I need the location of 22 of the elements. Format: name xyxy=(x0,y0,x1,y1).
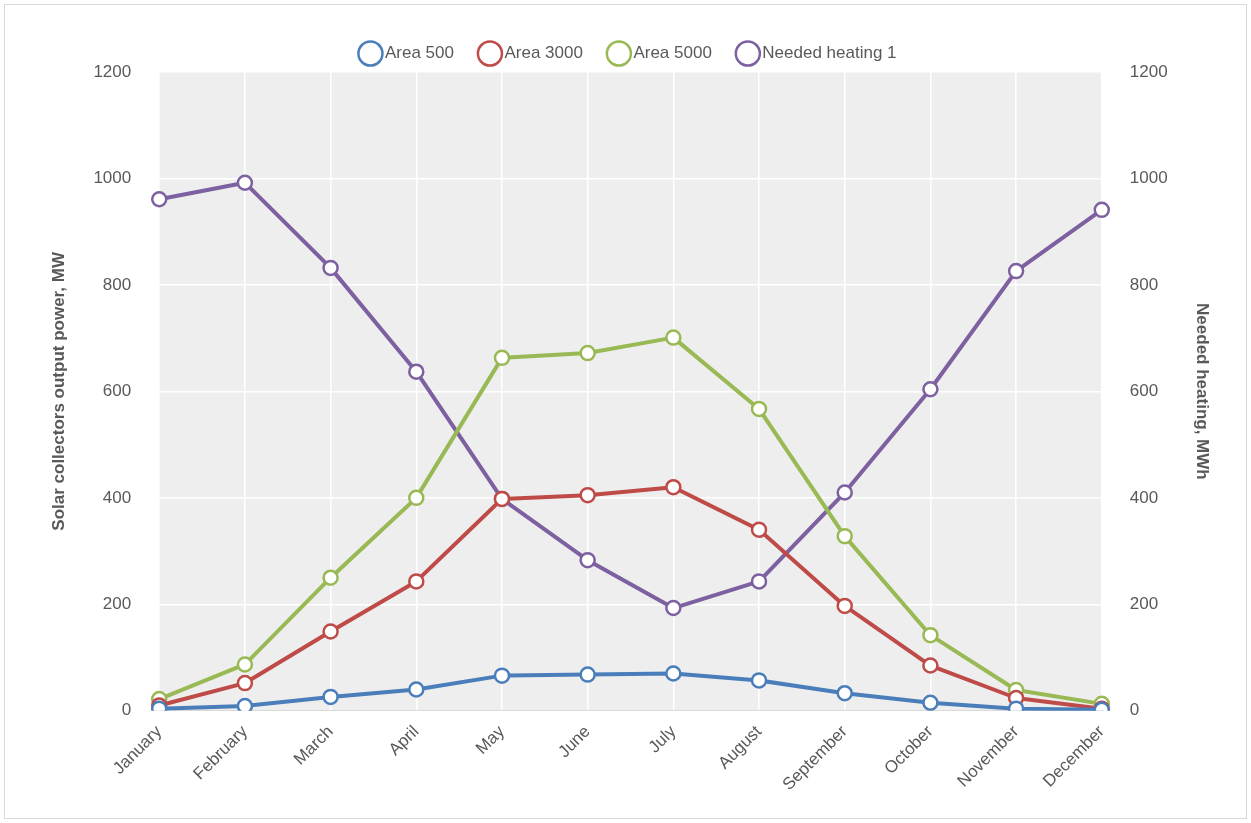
legend-label: Needed heating 1 xyxy=(762,43,897,63)
x-tick-label: July xyxy=(644,721,680,757)
y-tick-label: 600 xyxy=(102,381,132,401)
y-tick-label: 1200 xyxy=(93,61,132,81)
y2-tick-label: 800 xyxy=(1129,274,1159,294)
legend-label: Area 500 xyxy=(384,43,454,63)
y2-axis-title: Needed heating, MWh xyxy=(1193,303,1213,480)
y-tick-label: 0 xyxy=(121,700,132,720)
y-axis-title: Solar collectors output power, MW xyxy=(48,251,68,531)
legend-label: Area 3000 xyxy=(504,43,583,63)
y-tick-label: 200 xyxy=(102,594,132,613)
y2-tick-label: 1200 xyxy=(1129,61,1168,81)
y-tick-label: 800 xyxy=(102,274,132,294)
legend-label: Area 5000 xyxy=(633,43,712,63)
y2-tick-label: 400 xyxy=(1129,487,1159,507)
y2-tick-label: 0 xyxy=(1129,700,1140,720)
x-tick-label: May xyxy=(471,721,509,758)
y-tick-label: 400 xyxy=(102,487,132,507)
y2-tick-label: 1000 xyxy=(1129,168,1168,188)
y2-tick-label: 200 xyxy=(1129,594,1159,613)
y-tick-label: 1000 xyxy=(93,168,132,188)
y2-tick-label: 600 xyxy=(1129,381,1159,401)
